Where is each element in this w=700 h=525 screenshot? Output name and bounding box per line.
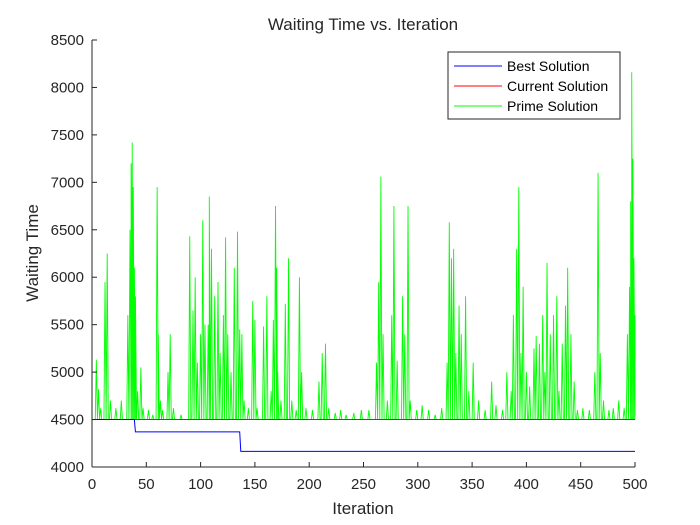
x-axis-label: Iteration: [332, 499, 393, 518]
x-tick-label: 200: [297, 476, 322, 493]
y-tick-label: 5000: [51, 364, 84, 381]
x-tick-label: 0: [88, 476, 96, 493]
y-ticks: 4000 4500 5000 5500 6000 6500 7000 7500 8000 8500: [51, 32, 97, 476]
y-tick-label: 6000: [51, 269, 84, 286]
series-line-best-solution: [92, 419, 635, 452]
x-tick-label: 500: [622, 476, 647, 493]
legend-label-best: Best Solution: [507, 58, 590, 74]
y-axis-label: Waiting Time: [23, 204, 42, 302]
y-tick-label: 8500: [51, 32, 84, 49]
y-tick-label: 7000: [51, 174, 84, 191]
x-tick-label: 400: [514, 476, 539, 493]
y-tick-label: 7500: [51, 127, 84, 144]
y-tick-label: 4000: [51, 459, 84, 476]
legend-label-current: Current Solution: [507, 78, 608, 94]
x-tick-label: 150: [242, 476, 267, 493]
series-layer: [92, 72, 636, 452]
x-tick-label: 450: [568, 476, 593, 493]
x-tick-label: 350: [460, 476, 485, 493]
x-tick-label: 300: [405, 476, 430, 493]
y-tick-label: 6500: [51, 222, 84, 239]
y-tick-label: 8000: [51, 79, 84, 96]
legend-label-prime: Prime Solution: [507, 98, 598, 114]
x-tick-label: 100: [188, 476, 213, 493]
chart-title: Waiting Time vs. Iteration: [268, 15, 458, 34]
y-tick-label: 4500: [51, 412, 84, 429]
x-ticks: 0 50 100 150 200 250 300 350 400 450 500: [88, 462, 648, 493]
y-tick-label: 5500: [51, 317, 84, 334]
x-tick-label: 50: [138, 476, 155, 493]
x-tick-label: 250: [351, 476, 376, 493]
legend: Best Solution Current Solution Prime Sol…: [447, 51, 621, 120]
